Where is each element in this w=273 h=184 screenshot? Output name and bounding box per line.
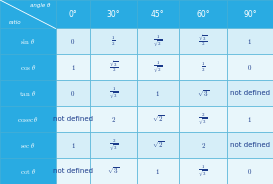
Text: not defined: not defined	[53, 116, 93, 122]
Text: $0$: $0$	[247, 63, 253, 72]
Bar	[136, 80, 179, 106]
Text: $\sqrt{3}$: $\sqrt{3}$	[107, 166, 120, 176]
Text: not defined: not defined	[53, 168, 93, 174]
Bar	[227, 132, 273, 158]
Bar	[0, 132, 55, 158]
Text: $1$: $1$	[70, 63, 76, 72]
Bar	[55, 158, 90, 184]
Text: $\frac{2}{\sqrt{3}}$: $\frac{2}{\sqrt{3}}$	[109, 137, 118, 153]
Text: $\cos\,\theta$: $\cos\,\theta$	[20, 63, 36, 72]
Bar	[136, 0, 179, 29]
Bar	[55, 132, 90, 158]
Text: $\sec\,\theta$: $\sec\,\theta$	[20, 141, 36, 150]
Bar	[179, 29, 227, 54]
Bar	[227, 54, 273, 80]
Bar	[0, 0, 55, 29]
Text: 60°: 60°	[196, 10, 210, 19]
Text: $\sqrt{2}$: $\sqrt{2}$	[152, 140, 164, 150]
Bar	[179, 0, 227, 29]
Text: $\tan\,\theta$: $\tan\,\theta$	[19, 89, 36, 98]
Bar	[90, 80, 136, 106]
Bar	[90, 132, 136, 158]
Text: 90°: 90°	[243, 10, 257, 19]
Text: $\frac{\sqrt{3}}{2}$: $\frac{\sqrt{3}}{2}$	[109, 60, 118, 75]
Bar	[55, 80, 90, 106]
Bar	[179, 106, 227, 132]
Bar	[55, 106, 90, 132]
Bar	[0, 54, 55, 80]
Bar	[227, 80, 273, 106]
Bar	[136, 29, 179, 54]
Text: $1$: $1$	[248, 37, 253, 46]
Bar	[179, 80, 227, 106]
Text: $2$: $2$	[111, 115, 116, 124]
Text: $\cot\,\theta$: $\cot\,\theta$	[20, 167, 36, 176]
Bar	[0, 29, 55, 54]
Text: $1$: $1$	[70, 141, 76, 150]
Text: $2$: $2$	[201, 141, 206, 150]
Bar	[0, 80, 55, 106]
Bar	[227, 29, 273, 54]
Text: ratio: ratio	[9, 20, 21, 25]
Bar	[90, 0, 136, 29]
Text: $1$: $1$	[248, 115, 253, 124]
Text: $\frac{1}{2}$: $\frac{1}{2}$	[201, 61, 205, 74]
Bar	[227, 0, 273, 29]
Text: $\frac{2}{\sqrt{3}}$: $\frac{2}{\sqrt{3}}$	[198, 111, 208, 127]
Bar	[90, 158, 136, 184]
Text: $\sin\,\theta$: $\sin\,\theta$	[20, 37, 35, 46]
Bar	[136, 106, 179, 132]
Text: $\sqrt{2}$: $\sqrt{2}$	[152, 114, 164, 124]
Text: 0°: 0°	[69, 10, 77, 19]
Bar	[0, 106, 55, 132]
Bar	[90, 106, 136, 132]
Bar	[136, 54, 179, 80]
Bar	[179, 132, 227, 158]
Text: $\frac{1}{\sqrt{3}}$: $\frac{1}{\sqrt{3}}$	[109, 85, 118, 101]
Bar	[227, 106, 273, 132]
Text: $0$: $0$	[70, 37, 76, 46]
Text: 45°: 45°	[151, 10, 165, 19]
Bar	[55, 29, 90, 54]
Text: $\frac{1}{\sqrt{3}}$: $\frac{1}{\sqrt{3}}$	[198, 163, 208, 179]
Text: $\mathrm{cosec}\,\theta$: $\mathrm{cosec}\,\theta$	[17, 115, 38, 124]
Text: not defined: not defined	[230, 90, 270, 96]
Bar	[0, 158, 55, 184]
Bar	[179, 158, 227, 184]
Bar	[136, 132, 179, 158]
Text: angle θ: angle θ	[30, 3, 51, 8]
Text: $0$: $0$	[70, 89, 76, 98]
Bar	[179, 54, 227, 80]
Bar	[55, 0, 90, 29]
Text: $0$: $0$	[247, 167, 253, 176]
Text: $1$: $1$	[155, 89, 161, 98]
Text: $\frac{1}{\sqrt{2}}$: $\frac{1}{\sqrt{2}}$	[153, 33, 163, 49]
Bar	[90, 29, 136, 54]
Bar	[136, 158, 179, 184]
Text: not defined: not defined	[230, 142, 270, 148]
Text: $\frac{1}{\sqrt{2}}$: $\frac{1}{\sqrt{2}}$	[153, 59, 163, 75]
Text: 30°: 30°	[107, 10, 120, 19]
Bar	[55, 54, 90, 80]
Text: $\sqrt{3}$: $\sqrt{3}$	[197, 88, 209, 98]
Text: $1$: $1$	[155, 167, 161, 176]
Text: $\frac{1}{2}$: $\frac{1}{2}$	[111, 35, 116, 48]
Bar	[227, 158, 273, 184]
Text: $\frac{\sqrt{3}}{2}$: $\frac{\sqrt{3}}{2}$	[198, 34, 208, 49]
Bar	[90, 54, 136, 80]
